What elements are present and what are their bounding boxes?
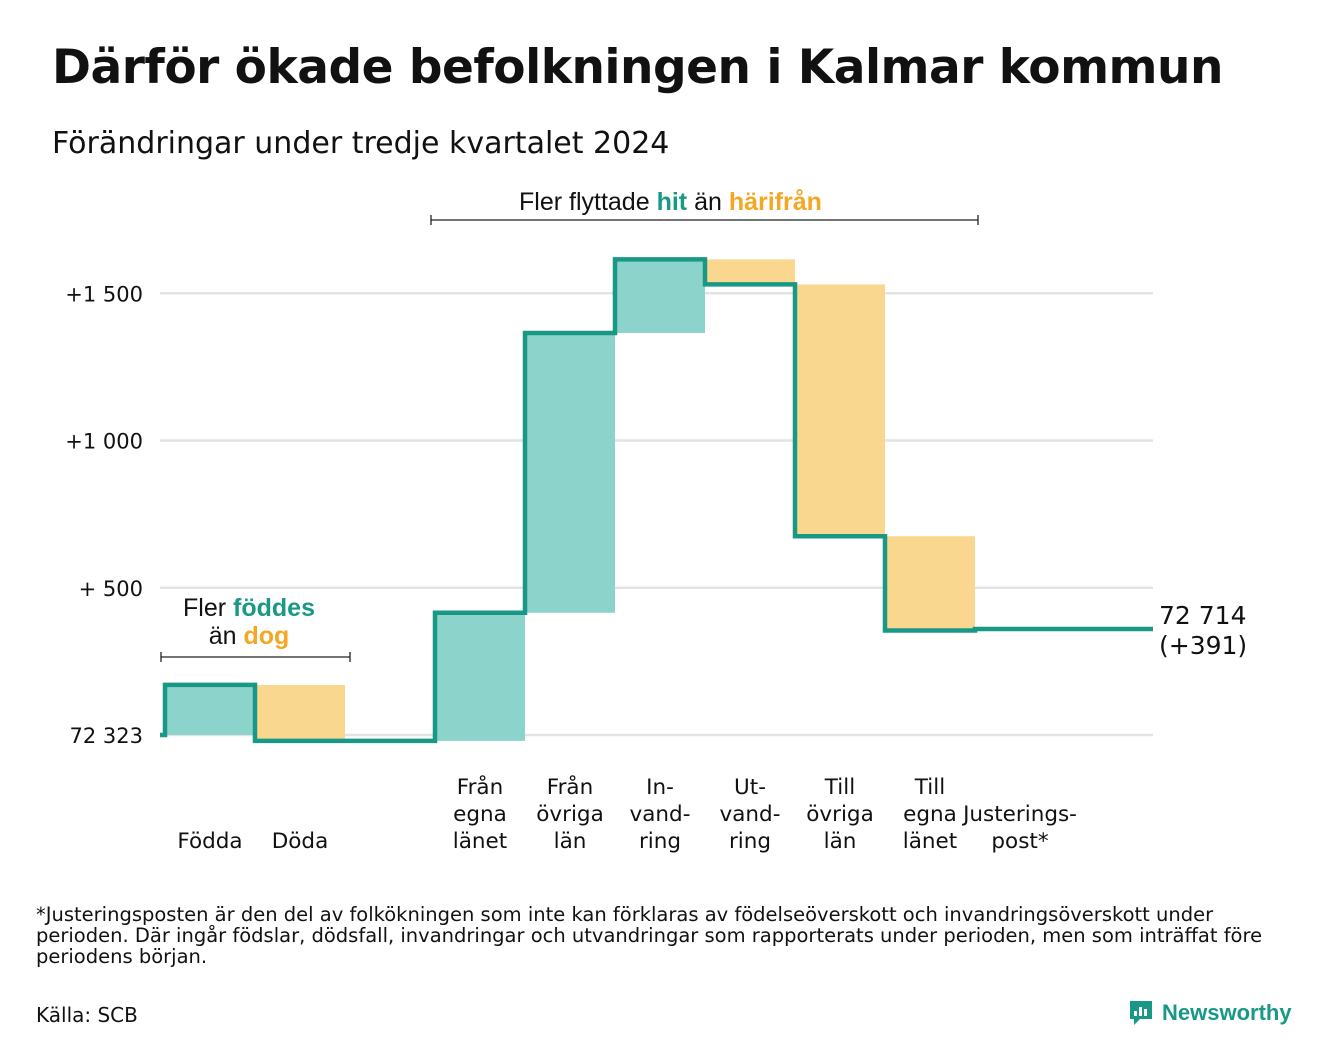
category-label: länet	[903, 829, 957, 854]
category-label: Från	[457, 774, 503, 800]
end-labels: 72 714(+391)	[1159, 601, 1247, 660]
category-label: Från	[547, 774, 593, 800]
newsworthy-brand: Newsworthy	[1128, 999, 1292, 1027]
births-annotation-dog: dog	[243, 622, 290, 650]
bar	[795, 284, 885, 537]
grid-lines	[160, 292, 1153, 737]
bar	[435, 612, 525, 741]
newsworthy-logo-icon	[1130, 1001, 1152, 1025]
births-annotation-foddes: föddes	[233, 594, 315, 622]
births-annotation-line1: Fler föddes	[160, 594, 338, 622]
migration-annotation-middle: än	[694, 188, 722, 216]
category-label: Till	[824, 775, 855, 800]
migration-annotation: Fler flyttade hit än härifrån	[519, 188, 822, 217]
births-annotation: Fler föddes än dog	[160, 594, 338, 650]
category-label: Födda	[177, 829, 242, 854]
births-annotation-middle: än	[208, 622, 237, 650]
bar	[255, 684, 345, 741]
brand-name: Newsworthy	[1162, 1000, 1292, 1025]
y-tick-label: + 500	[79, 577, 143, 601]
category-label: egna	[453, 802, 507, 827]
bar	[705, 259, 795, 285]
category-label: län	[554, 829, 587, 854]
annotation-brackets	[160, 215, 979, 662]
chart-title: Därför ökade befolkningen i Kalmar kommu…	[52, 40, 1223, 95]
category-label: post*	[991, 829, 1048, 854]
category-labels: Födda DödaFrånegnalänetFrånövrigalänIn-va…	[177, 774, 1077, 854]
migration-bracket	[430, 215, 979, 225]
footnote: *Justeringsposten är den del av folkökni…	[36, 903, 1263, 968]
end-value-label: 72 714	[1159, 601, 1246, 630]
category-label: Justerings-	[961, 802, 1077, 827]
category-label: länet	[453, 829, 507, 854]
category-label: vand-	[720, 802, 781, 827]
migration-annotation-hit: hit	[656, 188, 688, 216]
category-label: Ut-	[734, 775, 766, 800]
bar	[615, 259, 705, 334]
category-label: län	[824, 829, 857, 854]
category-label: Till	[914, 775, 945, 800]
y-tick-label: +1 500	[65, 282, 143, 306]
y-tick-label: +1 000	[65, 430, 143, 454]
waterfall-chart: 72 323+ 500+1 000+1 500 Födda DödaFrånegn…	[65, 215, 1247, 854]
category-label: ring	[639, 829, 681, 854]
bars	[165, 259, 975, 741]
category-label: Döda	[272, 829, 329, 854]
category-label: ring	[729, 829, 771, 854]
bar	[885, 536, 975, 631]
chart-subtitle: Förändringar under tredje kvartalet 2024	[52, 126, 670, 161]
category-label: övriga	[536, 802, 604, 827]
end-change-label: (+391)	[1159, 631, 1247, 660]
source: Källa: SCB	[36, 1003, 138, 1027]
category-label: övriga	[806, 802, 874, 827]
cumulative-step-line	[160, 257, 1153, 744]
y-tick-label: 72 323	[70, 724, 143, 748]
bar	[525, 333, 615, 613]
migration-annotation-prefix: Fler flyttade	[519, 188, 650, 216]
migration-annotation-harifran: härifrån	[728, 188, 822, 216]
category-label: In-	[646, 775, 674, 800]
births-annotation-line2: än dog	[160, 622, 338, 650]
births-annotation-prefix: Fler	[183, 594, 227, 622]
births-bracket	[160, 652, 351, 662]
category-label: vand-	[630, 802, 691, 827]
bar	[165, 684, 255, 735]
y-axis-labels: 72 323 + 500 +1 000 +1 500	[65, 282, 143, 748]
category-label: egna	[903, 802, 957, 827]
